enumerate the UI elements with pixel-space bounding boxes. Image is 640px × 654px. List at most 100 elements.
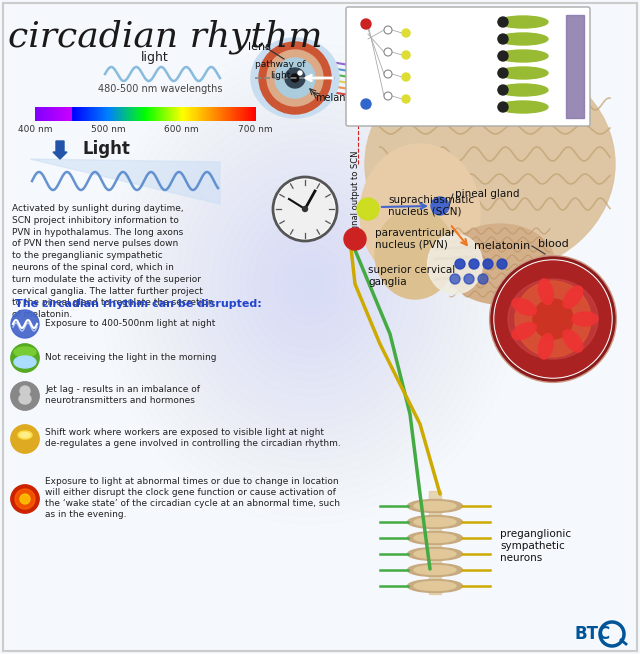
Bar xyxy=(236,107,237,121)
Circle shape xyxy=(491,257,615,381)
Bar xyxy=(83,107,84,121)
Bar xyxy=(113,107,114,121)
Bar xyxy=(164,107,165,121)
Bar xyxy=(201,107,202,121)
Bar xyxy=(36,107,37,121)
Bar xyxy=(166,107,168,121)
Bar xyxy=(111,107,112,121)
Circle shape xyxy=(498,85,508,95)
Bar xyxy=(118,107,120,121)
Bar xyxy=(81,107,83,121)
Text: Exposure to 400-500nm light at night: Exposure to 400-500nm light at night xyxy=(45,318,216,328)
Bar xyxy=(86,107,87,121)
Circle shape xyxy=(455,259,465,269)
Bar xyxy=(131,107,132,121)
Bar xyxy=(199,107,200,121)
Bar xyxy=(168,107,169,121)
Bar xyxy=(103,107,104,121)
Ellipse shape xyxy=(414,502,456,511)
Circle shape xyxy=(464,274,474,284)
Bar xyxy=(206,107,207,121)
Bar xyxy=(43,107,44,121)
Bar xyxy=(141,107,143,121)
Circle shape xyxy=(11,382,39,410)
Text: light: light xyxy=(141,52,169,65)
Bar xyxy=(81,107,82,121)
Bar xyxy=(74,107,75,121)
Circle shape xyxy=(344,228,366,250)
Bar xyxy=(92,107,93,121)
Ellipse shape xyxy=(14,356,36,368)
Text: circadian rhythm: circadian rhythm xyxy=(8,19,323,54)
Bar xyxy=(102,107,104,121)
Text: 600 nm: 600 nm xyxy=(164,125,199,134)
Bar xyxy=(147,107,148,121)
Bar xyxy=(118,107,119,121)
Bar xyxy=(65,107,67,121)
Ellipse shape xyxy=(428,234,483,294)
Bar xyxy=(58,107,59,121)
Bar xyxy=(220,107,221,121)
Bar xyxy=(211,107,212,121)
Bar xyxy=(92,107,93,121)
Bar xyxy=(54,107,55,121)
Bar xyxy=(161,107,162,121)
Bar xyxy=(189,107,191,121)
Bar xyxy=(132,107,133,121)
Bar xyxy=(209,107,210,121)
Bar xyxy=(197,107,198,121)
Bar xyxy=(127,107,128,121)
Bar xyxy=(95,107,97,121)
Bar xyxy=(189,107,190,121)
Bar xyxy=(151,107,152,121)
Bar xyxy=(100,107,102,121)
Circle shape xyxy=(495,261,611,377)
Bar xyxy=(67,107,68,121)
Bar xyxy=(45,107,47,121)
Bar xyxy=(38,107,39,121)
Bar xyxy=(122,107,123,121)
Circle shape xyxy=(498,102,508,112)
Bar xyxy=(234,107,236,121)
Circle shape xyxy=(361,19,371,29)
Bar xyxy=(217,107,218,121)
Circle shape xyxy=(11,485,39,513)
Circle shape xyxy=(259,42,331,114)
Bar xyxy=(80,107,81,121)
Bar xyxy=(62,107,63,121)
Bar xyxy=(188,107,189,121)
Ellipse shape xyxy=(408,547,463,560)
Bar xyxy=(248,107,250,121)
Bar xyxy=(237,107,238,121)
Ellipse shape xyxy=(14,347,36,357)
Bar xyxy=(96,107,97,121)
Bar xyxy=(41,107,42,121)
Circle shape xyxy=(450,274,460,284)
Bar xyxy=(143,107,145,121)
Text: Jet lag - results in an imbalance of
neurotransmitters and hormones: Jet lag - results in an imbalance of neu… xyxy=(45,385,200,405)
Text: Light: Light xyxy=(83,140,131,158)
Bar xyxy=(195,107,196,121)
Text: 500 nm: 500 nm xyxy=(91,125,125,134)
Circle shape xyxy=(384,92,392,100)
Bar xyxy=(175,107,176,121)
Bar xyxy=(174,107,175,121)
Ellipse shape xyxy=(408,500,463,513)
Bar xyxy=(116,107,118,121)
Bar xyxy=(145,107,146,121)
Bar xyxy=(53,107,54,121)
Ellipse shape xyxy=(563,286,583,308)
Bar xyxy=(224,107,225,121)
Bar xyxy=(104,107,105,121)
Ellipse shape xyxy=(414,517,456,526)
Ellipse shape xyxy=(18,431,32,439)
Bar xyxy=(187,107,188,121)
Bar xyxy=(73,107,74,121)
Bar xyxy=(108,107,109,121)
Bar xyxy=(60,107,61,121)
Text: superior cervical
ganglia: superior cervical ganglia xyxy=(368,266,455,287)
Bar xyxy=(170,107,171,121)
Circle shape xyxy=(498,68,508,78)
Bar xyxy=(125,107,127,121)
Bar xyxy=(72,107,73,121)
